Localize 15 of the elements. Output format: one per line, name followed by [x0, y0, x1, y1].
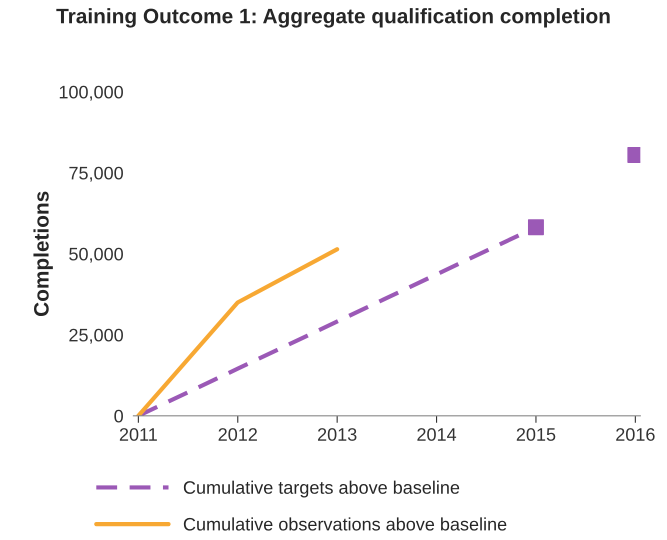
y-axis-title: Completions: [33, 192, 53, 316]
x-tick-label: 2012: [218, 428, 257, 441]
x-tick-label: 2016: [616, 428, 655, 441]
y-tick-label: 25,000: [69, 328, 123, 344]
legend-label: Cumulative observations above baseline: [184, 517, 506, 531]
x-tick-label: 2011: [120, 428, 157, 441]
legend-label: Cumulative targets above baseline: [184, 480, 460, 498]
chart-title: Training Outcome 1: Aggregate qualification completion: [56, 8, 610, 28]
y-tick-label: 50,000: [69, 248, 123, 263]
y-tick-label: 0: [114, 410, 123, 423]
y-tick-label: 100,000: [60, 86, 123, 101]
x-tick-label: 2014: [417, 428, 456, 441]
x-tick-label: 2013: [318, 428, 356, 441]
y-tick-label: 75,000: [69, 166, 123, 182]
x-tick-label: 2015: [516, 428, 556, 441]
